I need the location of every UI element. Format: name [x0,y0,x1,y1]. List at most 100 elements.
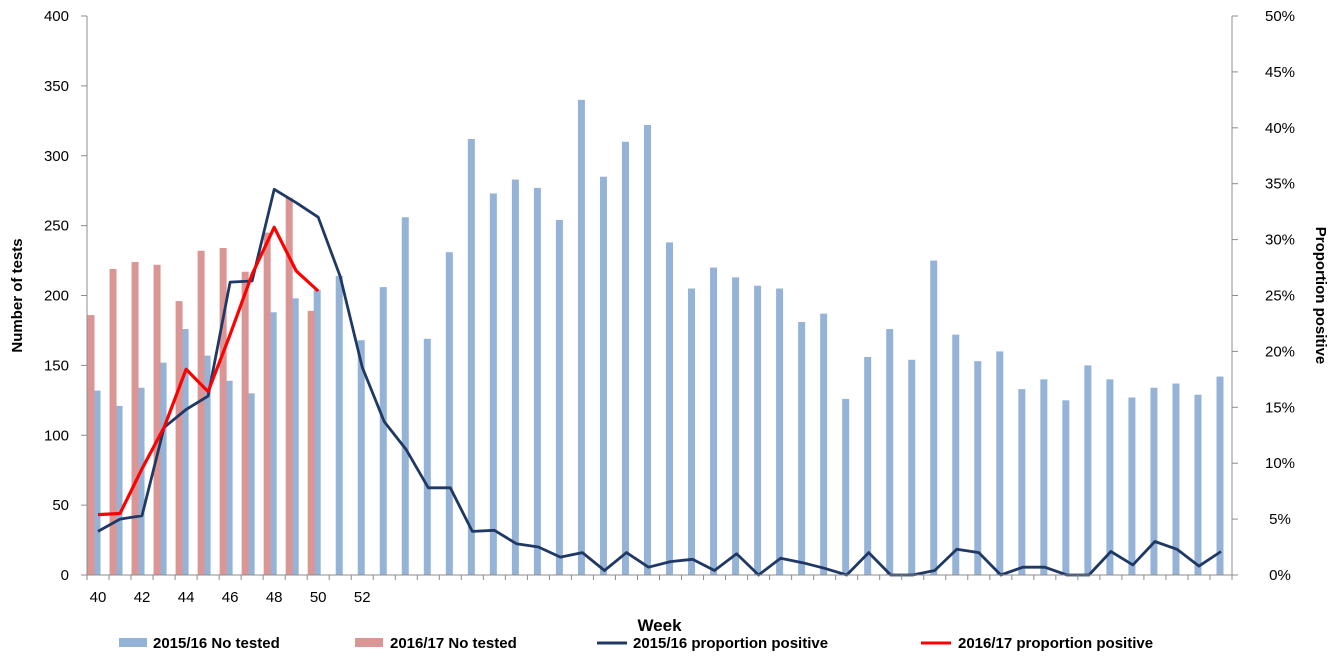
bar-2015-16 [886,329,894,575]
y2-tick-label: 15% [1265,399,1295,416]
bar-2015-16 [776,288,784,575]
bar-2015-16 [908,359,916,575]
y2-tick-label: 5% [1269,511,1291,528]
y-tick-label: 350 [44,78,69,95]
bar-2015-16 [357,340,365,575]
y-tick-label: 200 [44,288,69,305]
y-tick-label: 150 [44,357,69,374]
x-tick-labels: 40 42 44 46 48 50 52 [90,589,371,606]
y-tick-labels: 0 50 100 150 200 250 300 350 400 [44,8,69,584]
y2-tick-label: 45% [1265,64,1295,81]
bar-2015-16 [489,193,497,576]
y-tick-label: 0 [61,567,69,584]
bar-2015-16 [1172,383,1180,575]
bar-2015-16 [511,179,519,575]
bar-2015-16 [820,313,828,575]
bar-2016-17 [307,310,315,575]
bar-2015-16 [1018,389,1026,575]
bar-2015-16 [1062,400,1070,575]
bar-2016-17 [109,268,117,575]
y-tick-label: 100 [44,427,69,444]
bar-2015-16 [247,393,255,575]
bar-2015-16 [710,267,718,575]
bar-2015-16 [181,329,189,575]
tick-marks [81,15,1238,580]
bars-2015-16-no-tested [93,99,1224,576]
y2-tick-label: 10% [1265,455,1295,472]
x-tick-label: 48 [266,589,283,606]
bar-2015-16 [864,356,872,575]
bar-2015-16 [1128,397,1136,575]
legend-label-2016-17-proportion-positive: 2016/17 proportion positive [958,635,1153,652]
bar-2016-17 [263,232,271,576]
proportion-lines [97,187,1222,577]
legend-label-2015-16-proportion-positive: 2015/16 proportion positive [633,635,828,652]
legend-swatch-2015-16-no-tested [119,638,147,647]
bar-2015-16 [445,252,453,576]
legend: 2015/16 No tested 2016/17 No tested 2015… [119,635,1153,652]
legend-label-2016-17-no-tested: 2016/17 No tested [390,635,517,652]
bar-2015-16 [1216,376,1224,575]
bar-2015-16 [335,275,343,575]
bar-2015-16 [555,220,563,575]
x-tick-label: 46 [222,589,239,606]
x-tick-label: 52 [354,589,371,606]
bar-2015-16 [291,298,299,575]
bar-2016-17 [219,247,227,576]
bar-2015-16 [1194,394,1202,575]
y2-tick-label: 0% [1269,567,1291,584]
bar-2015-16 [930,260,938,575]
y2-tick-labels: 0% 5% 10% 15% 20% 25% 30% 35% 40% 45% 50% [1265,8,1295,584]
bar-2016-17 [153,264,161,575]
y2-tick-label: 50% [1265,8,1295,25]
bar-2015-16 [1150,387,1158,575]
bar-2015-16 [115,405,123,575]
bar-2015-16 [533,187,541,575]
bar-2015-16 [423,338,431,575]
x-tick-label: 50 [310,589,327,606]
bar-2015-16 [137,387,145,575]
bar-2015-16 [269,312,277,575]
y2-axis-title: Proportion positive [1312,227,1329,365]
bar-2015-16 [379,287,387,575]
bar-2015-16 [621,141,629,575]
y2-tick-label: 40% [1265,120,1295,137]
bar-2015-16 [798,322,806,575]
y2-tick-label: 30% [1265,232,1295,249]
bar-2015-16 [467,138,475,576]
bar-2015-16 [974,361,982,575]
bar-2015-16 [93,390,101,575]
y-axis-title: Number of tests [9,238,26,352]
axes [86,16,1233,576]
legend-swatch-2016-17-no-tested [355,638,383,647]
bar-2015-16 [732,277,740,575]
line-2015-16-proportion-positive [97,187,1222,577]
y-tick-label: 300 [44,148,69,165]
bar-2015-16 [401,217,409,576]
bar-2015-16 [599,176,607,575]
y-tick-label: 50 [52,497,69,514]
bar-2015-16 [952,334,960,575]
bar-2015-16 [577,99,585,575]
bar-2016-17 [285,197,293,576]
y-tick-label: 250 [44,218,69,235]
x-tick-label: 40 [90,589,107,606]
line-2016-17-proportion-positive [97,225,320,517]
bar-2016-17 [87,315,95,575]
bar-2015-16 [1040,379,1048,575]
bar-2015-16 [754,285,762,575]
bar-2015-16 [688,288,696,575]
bar-2016-17 [241,271,249,575]
y2-tick-label: 20% [1265,343,1295,360]
bar-2015-16 [842,398,850,575]
bar-2015-16 [1084,365,1092,575]
bar-2015-16 [1106,379,1114,575]
bar-2015-16 [159,362,167,575]
x-axis-title: Week [637,616,682,635]
bar-2016-17 [131,261,139,575]
bar-2015-16 [313,289,321,575]
bar-2015-16 [225,380,233,575]
bar-2016-17 [175,301,183,575]
x-tick-label: 44 [178,589,195,606]
